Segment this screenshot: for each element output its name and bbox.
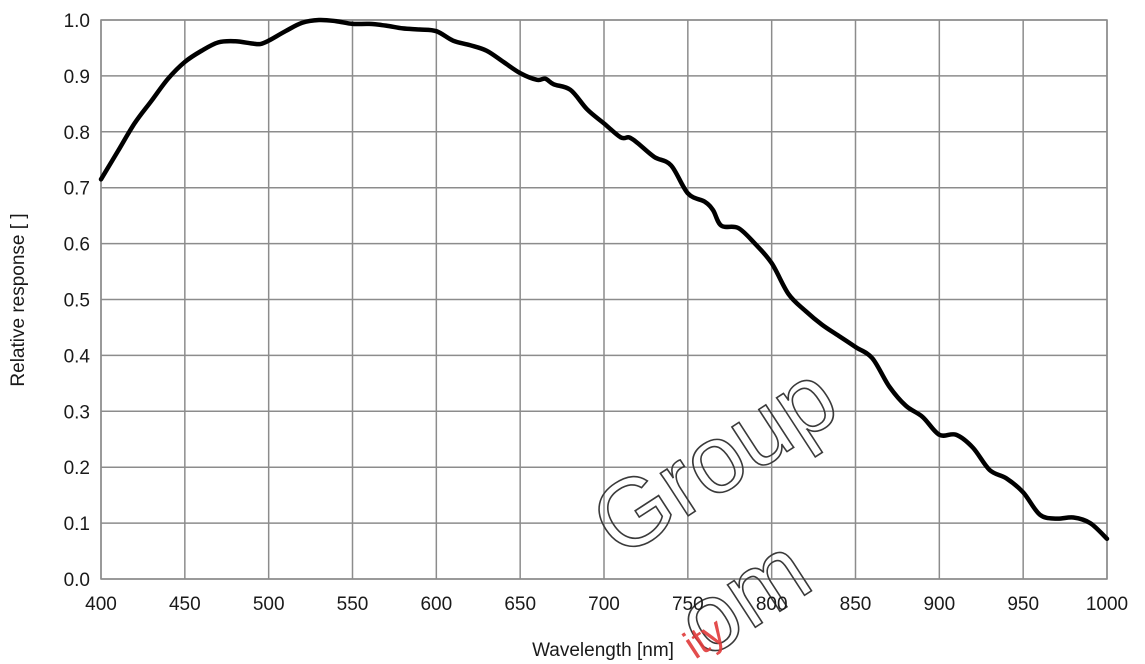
y-tick-label: 0.6 — [64, 235, 90, 256]
x-tick-label: 750 — [672, 594, 704, 615]
y-tick-label: 0.1 — [64, 514, 90, 535]
y-tick-label: 0.0 — [64, 570, 90, 591]
x-tick-label: 450 — [169, 594, 201, 615]
y-tick-label: 0.8 — [64, 123, 90, 144]
y-tick-label: 0.2 — [64, 458, 90, 479]
y-tick-label: 0.5 — [64, 291, 90, 312]
series-layer — [98, 17, 1110, 541]
x-tick-label: 600 — [420, 594, 452, 615]
x-tick-label: 900 — [923, 594, 955, 615]
x-tick-label: 800 — [756, 594, 788, 615]
response-curve-line — [98, 17, 1110, 541]
x-tick-label: 400 — [85, 594, 117, 615]
x-tick-label: 650 — [504, 594, 536, 615]
plot-frame — [100, 19, 1108, 580]
x-tick-label: 850 — [840, 594, 872, 615]
y-tick-labels: 0.0 0.1 0.2 0.3 0.4 0.5 0.6 0.7 0.8 0.9 1.0 — [64, 11, 91, 591]
grid — [100, 19, 1108, 580]
watermark-group-text: Group — [573, 343, 855, 578]
x-tick-label: 500 — [253, 594, 285, 615]
x-axis-label: Wavelength [nm] — [532, 640, 674, 661]
y-tick-label: 0.9 — [64, 67, 90, 88]
x-tick-label: 950 — [1007, 594, 1039, 615]
x-tick-label: 1000 — [1086, 594, 1128, 615]
y-tick-label: 0.7 — [64, 179, 90, 200]
watermark: Group om ity — [572, 342, 856, 664]
x-tick-labels: 400 450 500 550 600 650 700 750 800 850 900 950 1000 — [85, 594, 1128, 615]
y-tick-label: 0.4 — [64, 346, 91, 367]
y-tick-label: 0.3 — [64, 402, 90, 423]
x-tick-label: 700 — [588, 594, 620, 615]
y-axis-label: Relative response [ ] — [8, 213, 29, 386]
x-tick-label: 550 — [337, 594, 369, 615]
y-tick-label: 1.0 — [64, 11, 90, 32]
